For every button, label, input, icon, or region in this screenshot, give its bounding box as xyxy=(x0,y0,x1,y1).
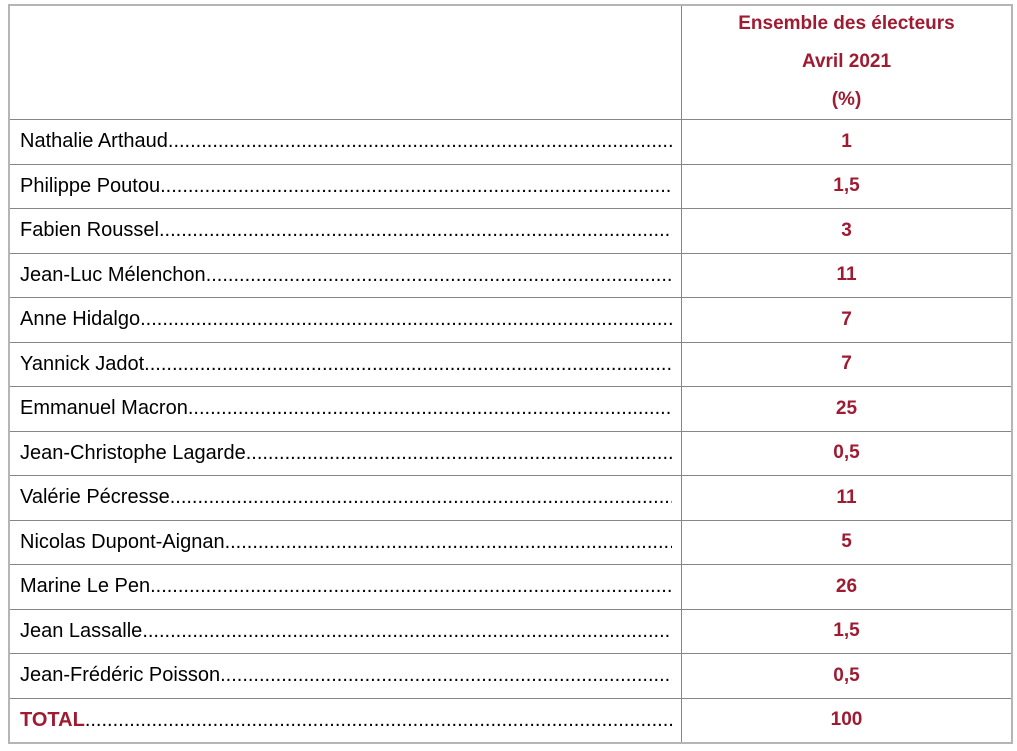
candidate-value: 1 xyxy=(841,130,852,152)
candidate-name: Fabien Roussel xyxy=(20,219,159,242)
table-row: Anne Hidalgo ...........................… xyxy=(10,297,1011,342)
dot-leader: ........................................… xyxy=(144,352,672,375)
candidate-name: Yannick Jadot xyxy=(20,352,145,375)
candidate-value: 7 xyxy=(841,308,852,330)
candidate-name-cell: Jean-Christophe Lagarde ................… xyxy=(10,432,681,476)
candidate-name-cell: Philippe Poutou ........................… xyxy=(10,165,681,209)
value-cell: 1,5 xyxy=(681,164,1011,208)
candidate-value: 25 xyxy=(835,397,858,419)
value-cell: 1,5 xyxy=(681,609,1011,653)
candidate-name: Valérie Pécresse xyxy=(20,486,170,509)
value-cell: 7 xyxy=(681,342,1011,386)
table-total-row: TOTAL ..................................… xyxy=(10,697,1011,743)
table-row: Jean-Frédéric Poisson ..................… xyxy=(10,653,1011,698)
candidate-name: Jean-Christophe Lagarde xyxy=(20,441,246,464)
candidate-value: 5 xyxy=(841,531,852,553)
candidate-name-cell: Emmanuel Macron ........................… xyxy=(10,387,681,431)
candidate-value: 0,5 xyxy=(833,664,860,686)
candidate-name-cell: Yannick Jadot ..........................… xyxy=(10,343,681,387)
total-value-cell: 100 xyxy=(681,698,1011,742)
candidate-name-cell: Fabien Roussel .........................… xyxy=(10,209,681,253)
candidate-value: 7 xyxy=(841,353,852,375)
column-header: Ensemble des électeurs Avril 2021 (%) xyxy=(681,6,1011,119)
dot-leader: ........................................… xyxy=(140,308,672,331)
value-cell: 26 xyxy=(681,565,1011,609)
value-cell: 25 xyxy=(681,387,1011,431)
table-row: Valérie Pécresse .......................… xyxy=(10,475,1011,520)
column-header-line-2: Avril 2021 xyxy=(801,51,892,73)
candidate-name: Anne Hidalgo xyxy=(20,308,141,331)
value-cell: 11 xyxy=(681,476,1011,520)
candidate-name: Marine Le Pen xyxy=(20,575,151,598)
candidate-value: 3 xyxy=(841,219,852,241)
dot-leader: ........................................… xyxy=(220,664,672,687)
dot-leader: ........................................… xyxy=(187,397,672,420)
table-row: Jean Lassalle ..........................… xyxy=(10,608,1011,654)
table-row: Nicolas Dupont-Aignan ..................… xyxy=(10,519,1011,565)
table-row: Emmanuel Macron ........................… xyxy=(10,386,1011,431)
dot-leader: ........................................… xyxy=(150,575,672,598)
value-cell: 3 xyxy=(681,209,1011,253)
dot-leader: ........................................… xyxy=(169,486,672,509)
dot-leader: ........................................… xyxy=(158,219,672,242)
candidate-name: Nicolas Dupont-Aignan xyxy=(20,530,225,553)
table-row: Nathalie Arthaud .......................… xyxy=(10,119,1011,164)
candidate-value: 1,5 xyxy=(833,620,860,642)
candidate-value: 11 xyxy=(836,486,857,508)
candidate-name: Emmanuel Macron xyxy=(20,397,188,420)
poll-results-table: Ensemble des électeurs Avril 2021 (%) Na… xyxy=(8,4,1013,744)
total-label-cell: TOTAL ..................................… xyxy=(10,699,681,743)
candidate-value: 26 xyxy=(835,575,858,597)
dot-leader: ........................................… xyxy=(245,441,672,464)
header-empty-cell xyxy=(10,6,681,119)
value-cell: 11 xyxy=(681,253,1011,297)
candidate-name: Jean-Frédéric Poisson xyxy=(20,664,221,687)
candidate-name-cell: Jean Lassalle ..........................… xyxy=(10,610,681,654)
candidate-value: 0,5 xyxy=(833,442,860,464)
column-header-line-1: Ensemble des électeurs xyxy=(738,13,955,35)
candidate-name-cell: Anne Hidalgo ...........................… xyxy=(10,298,681,342)
table-row: Jean-Christophe Lagarde ................… xyxy=(10,430,1011,476)
candidate-name-cell: Valérie Pécresse .......................… xyxy=(10,476,681,520)
table-row: Philippe Poutou ........................… xyxy=(10,163,1011,209)
value-cell: 0,5 xyxy=(681,431,1011,475)
dot-leader: ........................................… xyxy=(205,263,672,286)
table-row: Fabien Roussel .........................… xyxy=(10,208,1011,253)
total-label: TOTAL xyxy=(20,708,85,731)
value-cell: 7 xyxy=(681,298,1011,342)
table-header-row: Ensemble des électeurs Avril 2021 (%) xyxy=(10,6,1011,119)
value-cell: 1 xyxy=(681,120,1011,164)
dot-leader: ........................................… xyxy=(160,174,672,197)
candidate-name: Nathalie Arthaud xyxy=(20,130,168,153)
candidate-name-cell: Nathalie Arthaud .......................… xyxy=(10,120,681,164)
total-value: 100 xyxy=(830,709,863,731)
table-row: Jean-Luc Mélenchon .....................… xyxy=(10,252,1011,298)
dot-leader: ........................................… xyxy=(167,130,672,153)
candidate-name: Philippe Poutou xyxy=(20,174,161,197)
table-row: Yannick Jadot ..........................… xyxy=(10,341,1011,387)
candidate-name-cell: Marine Le Pen ..........................… xyxy=(10,565,681,609)
dot-leader: ........................................… xyxy=(142,619,672,642)
candidate-name-cell: Jean-Luc Mélenchon .....................… xyxy=(10,254,681,298)
candidate-name: Jean Lassalle xyxy=(20,619,143,642)
dot-leader: ........................................… xyxy=(84,708,672,731)
candidate-value: 1,5 xyxy=(833,175,860,197)
candidate-name: Jean-Luc Mélenchon xyxy=(20,263,206,286)
candidate-value: 11 xyxy=(836,264,857,286)
candidate-name-cell: Nicolas Dupont-Aignan ..................… xyxy=(10,521,681,565)
dot-leader: ........................................… xyxy=(224,530,672,553)
column-header-line-3: (%) xyxy=(831,88,862,110)
value-cell: 5 xyxy=(681,520,1011,564)
table-row: Marine Le Pen ..........................… xyxy=(10,564,1011,609)
candidate-name-cell: Jean-Frédéric Poisson ..................… xyxy=(10,654,681,698)
value-cell: 0,5 xyxy=(681,654,1011,698)
